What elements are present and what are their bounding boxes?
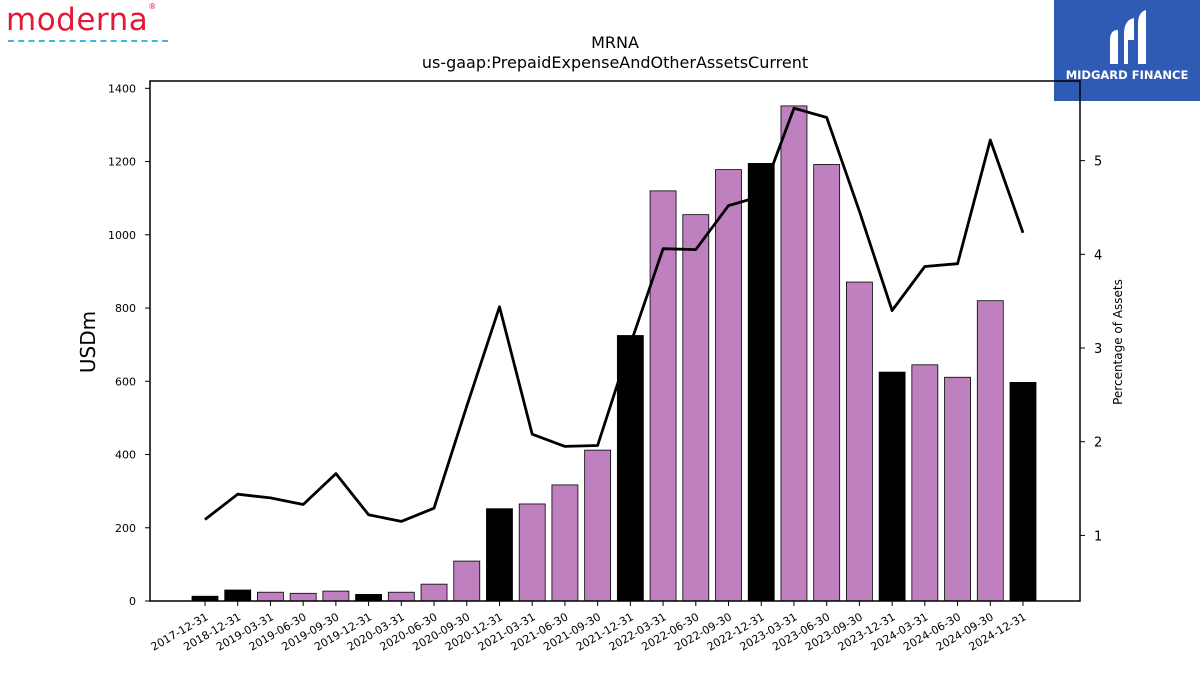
bar-2021-12-31 [616,335,644,602]
bar-2024-03-31 [911,364,939,602]
y2-tick-label: 3 [1094,342,1102,357]
bar-2021-06-30 [551,484,579,602]
y-tick-label: 1400 [108,82,136,95]
bar-2023-12-31 [878,371,906,602]
y2-axis-label: Percentage of Assets [1111,279,1125,405]
y2-tick-label: 2 [1094,436,1102,451]
y-tick-label: 200 [115,522,136,535]
bar-2023-03-31 [780,105,808,602]
y2-tick-label: 5 [1094,155,1102,170]
line-series [204,106,1025,523]
bar-2021-03-31 [518,503,546,602]
bar-2019-06-30 [289,592,317,602]
logo-dash-line [8,40,168,42]
y-axis-right: 1 2 3 4 5 [1080,155,1102,544]
chart-subtitle: us-gaap:PrepaidExpenseAndOtherAssetsCurr… [422,53,808,72]
y-tick-label: 1000 [108,229,136,242]
registered-mark: ® [148,2,157,11]
midgard-finance-logo: MIDGARD FINANCE [1054,0,1200,101]
x-axis: 2017-12-312018-12-312019-03-312019-06-30… [149,601,1029,654]
y2-tick-label: 1 [1094,529,1102,544]
bar-2020-06-30 [420,583,448,602]
bar-2019-12-31 [355,594,383,602]
bar-2019-03-31 [257,591,284,602]
bar-2022-12-31 [747,162,775,602]
y-tick-label: 0 [129,595,136,608]
midgard-mark-icon [1110,10,1146,64]
bar-2022-09-30 [715,169,742,602]
chart-title: MRNA [591,33,639,52]
bar-2024-06-30 [944,376,971,602]
moderna-logo: moderna® [6,2,176,46]
bar-2024-12-31 [1009,381,1037,602]
bar-2019-09-30 [322,590,350,602]
bar-2020-09-30 [453,560,481,602]
bar-2022-06-30 [682,214,710,602]
bar-2021-09-30 [584,449,612,602]
bar-2020-12-31 [486,508,513,602]
percentage-line [204,106,1025,523]
midgard-finance-text: MIDGARD FINANCE [1065,68,1189,82]
y-tick-label: 400 [115,449,136,462]
y-tick-label: 1200 [108,156,136,169]
bar-2023-09-30 [846,281,873,602]
bar-series [191,105,1037,602]
bar-2024-09-30 [976,300,1004,602]
y-tick-label: 600 [115,375,136,388]
bar-2023-06-30 [813,164,841,602]
y-axis-left: 0 200 400 600 800 1000 1200 1400 [108,82,150,608]
y-axis-label: USDm [76,311,100,373]
moderna-logo-text: moderna [6,2,149,38]
bar-2020-03-31 [387,591,415,602]
y2-tick-label: 4 [1094,248,1102,263]
plot-frame [149,80,1081,602]
y-tick-label: 800 [115,302,136,315]
bar-2018-12-31 [224,589,252,602]
